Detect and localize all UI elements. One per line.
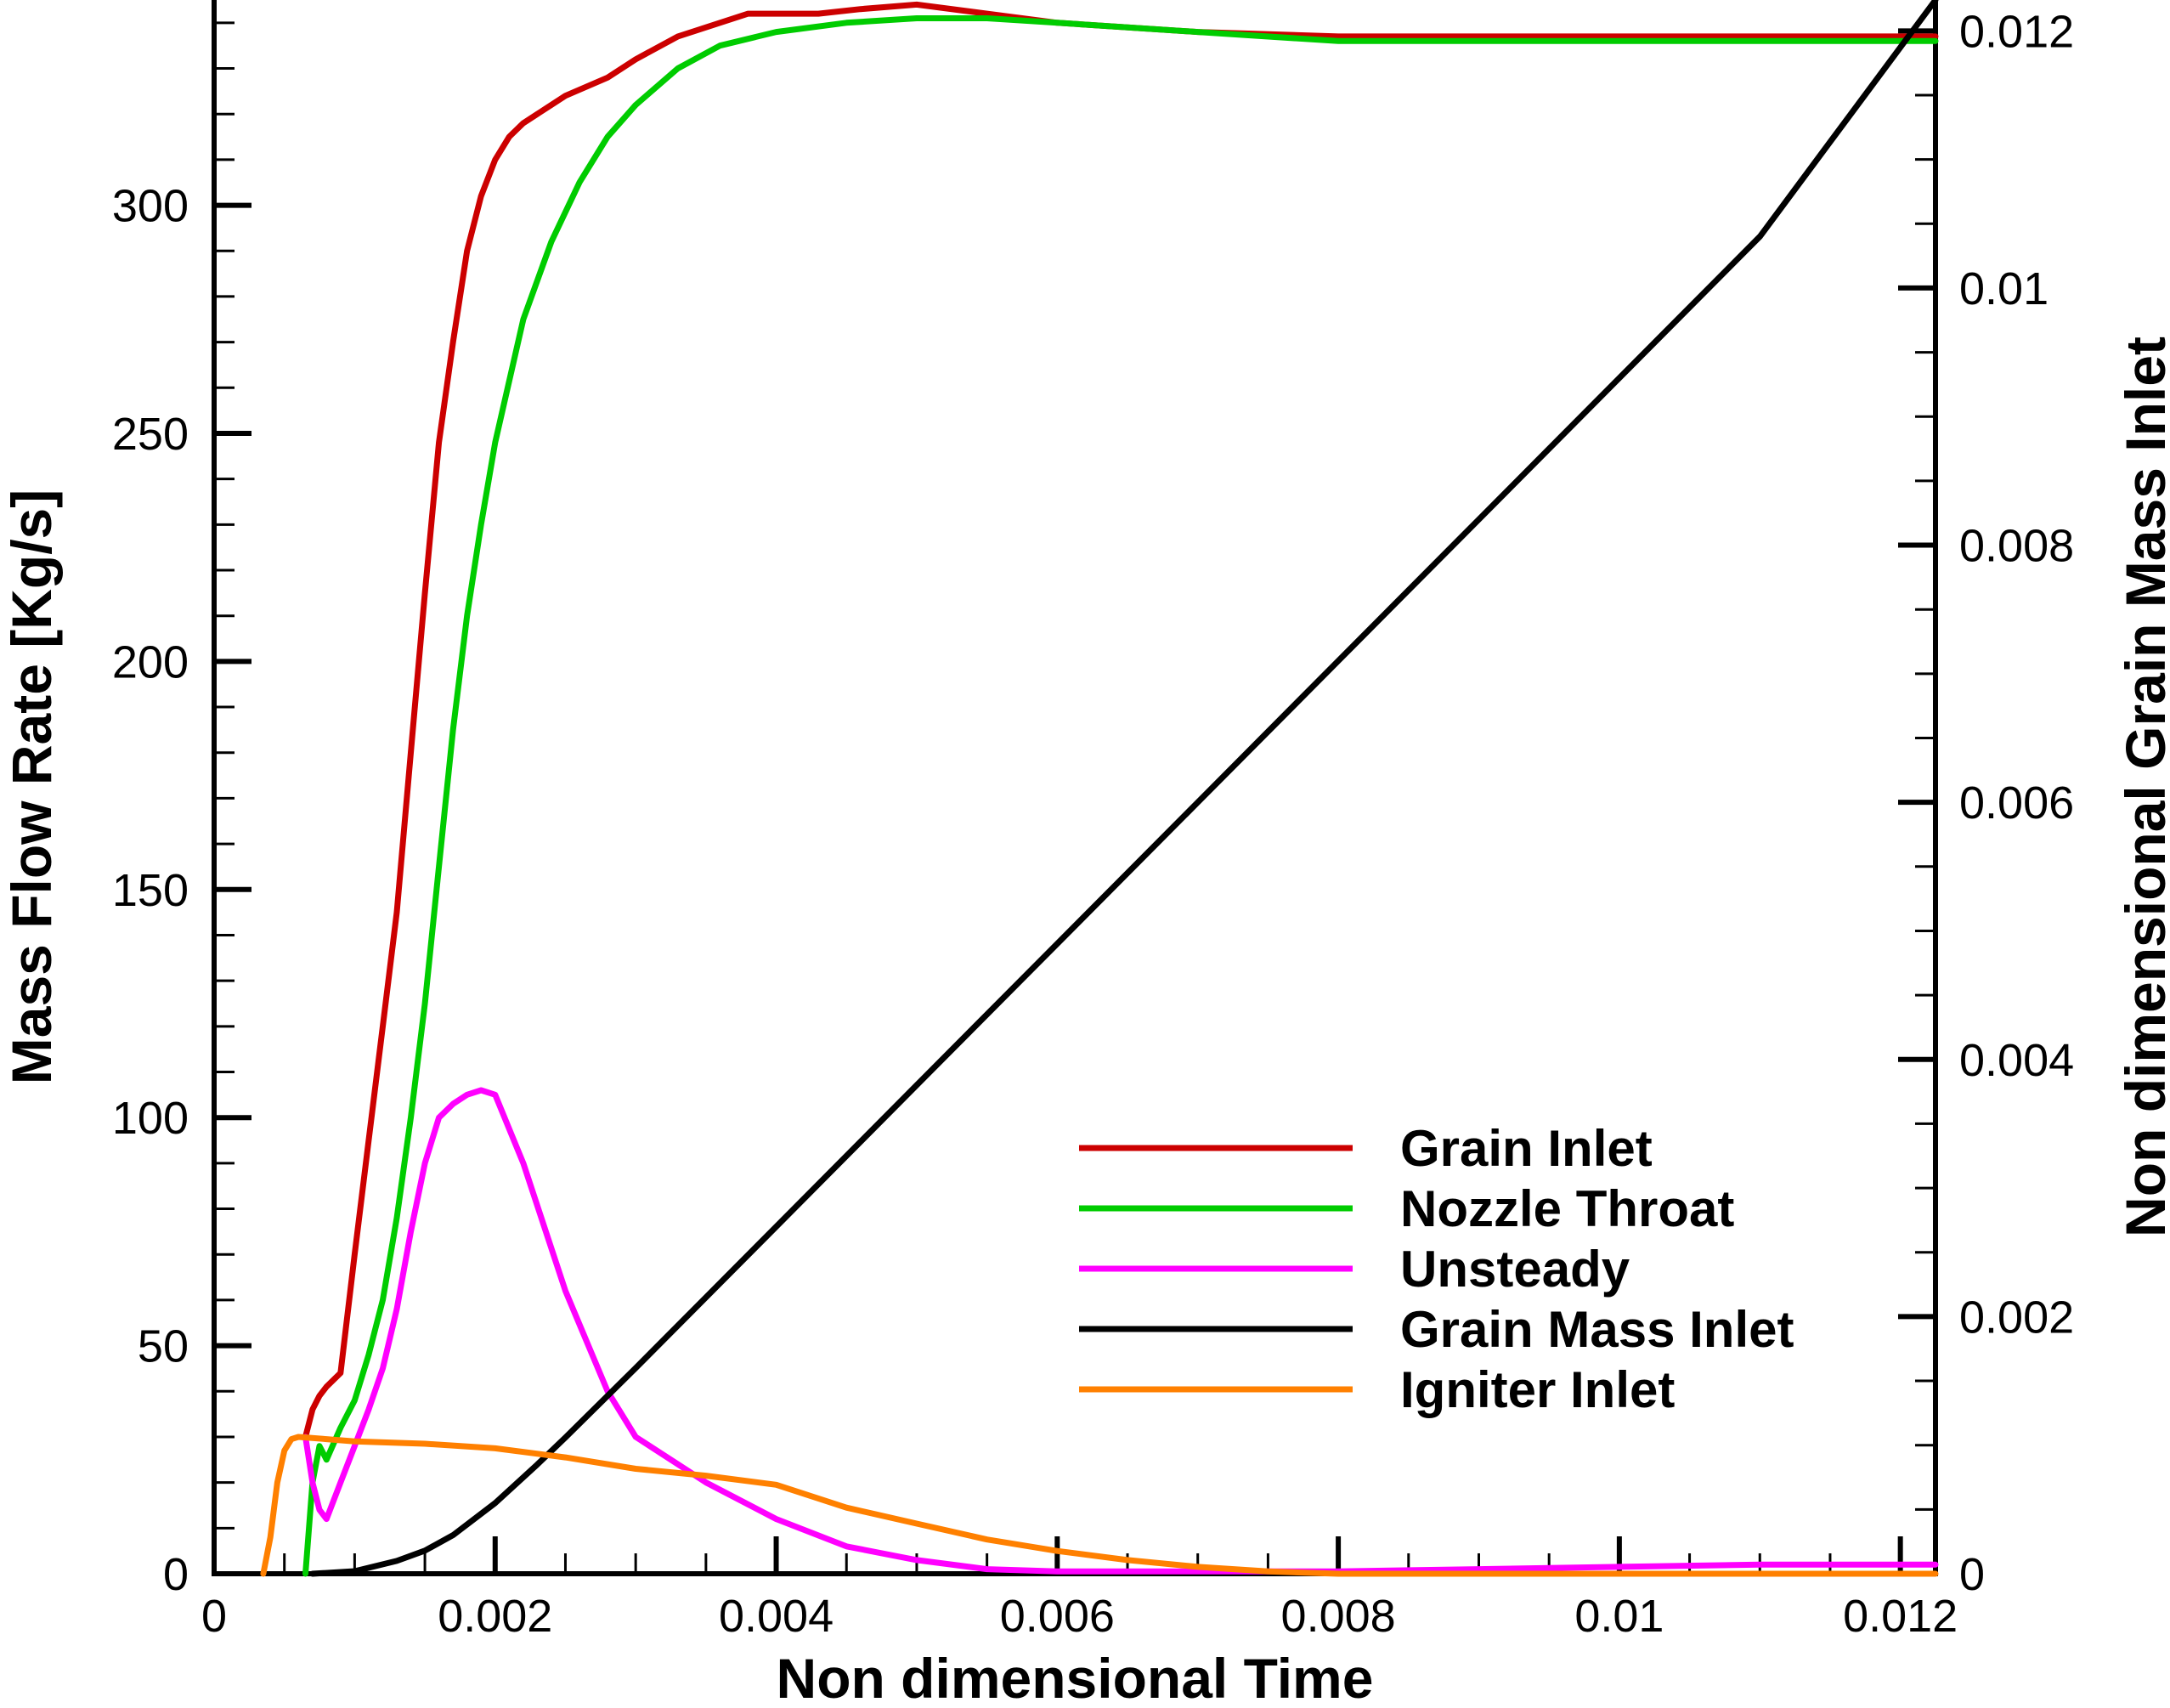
y-tick-label: 50: [138, 1321, 189, 1372]
x-axis-title: Non dimensional Time: [777, 1647, 1374, 1708]
x-tick-label: 0.008: [1281, 1591, 1396, 1642]
legend-label-unsteady: Unsteady: [1400, 1241, 1630, 1298]
y-tick-label: 200: [112, 636, 189, 687]
legend-label-grain-mass-inlet: Grain Mass Inlet: [1400, 1301, 1794, 1358]
x-tick-label: 0.01: [1574, 1591, 1664, 1642]
series-line-igniter-inlet: [260, 1434, 1939, 1577]
y2-tick-label: 0.006: [1959, 778, 2074, 829]
y2-tick-label: 0.01: [1959, 263, 2049, 314]
y-tick-label: 150: [112, 865, 189, 916]
y2-axis-title: Non dimensional Grain Mass Inlet: [2114, 337, 2170, 1237]
x-tick-label: 0: [201, 1591, 227, 1642]
x-tick-label: 0.004: [719, 1591, 834, 1642]
y2-tick-label: 0.008: [1959, 521, 2074, 572]
y-axis-title: Mass Flow Rate [Kg/s]: [0, 489, 63, 1084]
legend-label-igniter-inlet: Igniter Inlet: [1400, 1361, 1675, 1418]
x-tick-label: 0.002: [438, 1591, 552, 1642]
y-tick-label: 300: [112, 181, 189, 232]
x-tick-label: 0.012: [1843, 1591, 1958, 1642]
y-tick-label: 250: [112, 409, 189, 460]
y2-tick-label: 0: [1959, 1549, 1985, 1600]
y-tick-label: 100: [112, 1093, 189, 1144]
axis-tick-labels: 0 0.002 0.004 0.006 0.008 0.01 0.0120501001502…: [112, 6, 2074, 1642]
y2-tick-label: 0.012: [1959, 6, 2074, 57]
y-tick-label: 0: [163, 1549, 189, 1600]
series-lines: [260, 0, 1939, 1577]
x-tick-label: 0.006: [1000, 1591, 1115, 1642]
legend-label-grain-inlet: Grain Inlet: [1400, 1120, 1653, 1177]
y2-tick-label: 0.002: [1959, 1292, 2074, 1343]
series-line-grain-mass-inlet: [309, 0, 1939, 1577]
legend-label-nozzle-throat: Nozzle Throat: [1400, 1180, 1734, 1237]
y2-tick-label: 0.004: [1959, 1035, 2074, 1086]
axis-ticks: [212, 21, 1935, 1576]
series-line-nozzle-throat: [302, 15, 1939, 1577]
